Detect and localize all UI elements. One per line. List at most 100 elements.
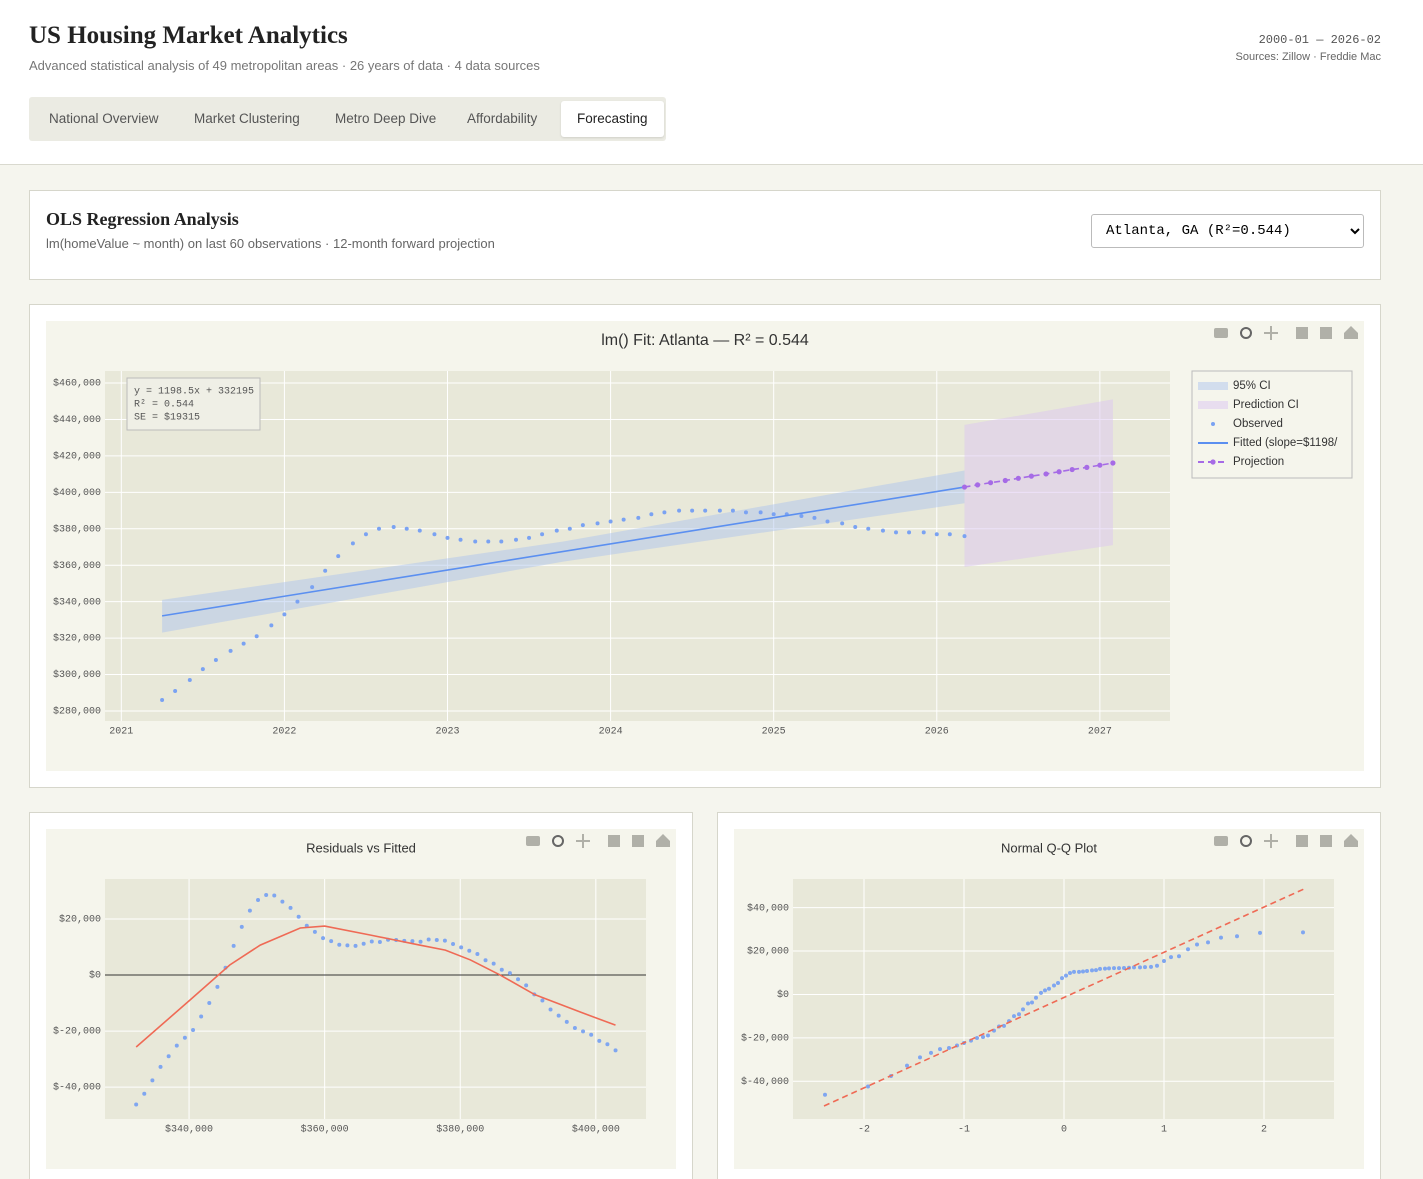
point: [247, 908, 252, 913]
metro-select[interactable]: Atlanta, GA (R²=0.544): [1091, 214, 1364, 248]
point: [975, 1036, 979, 1041]
point: [1162, 959, 1166, 964]
panel-subtitle: lm(homeValue ~ month) on last 60 observa…: [46, 236, 495, 251]
point: [1028, 473, 1034, 479]
point: [880, 528, 885, 533]
point: [1030, 1000, 1034, 1005]
toolbar-home: [1344, 326, 1358, 339]
point: [703, 508, 708, 513]
point: [1149, 964, 1153, 969]
point: [1258, 930, 1262, 935]
point: [1060, 976, 1064, 981]
x-tick-label: 2027: [1088, 727, 1112, 738]
point: [567, 526, 572, 531]
legend-label: Projection: [1233, 456, 1284, 468]
point: [499, 967, 504, 972]
toolbar-zoom-out: [1320, 835, 1332, 847]
point: [1155, 963, 1159, 968]
tab[interactable]: Market Clustering: [194, 111, 300, 126]
tab[interactable]: Metro Deep Dive: [335, 111, 437, 126]
toolbar-camera: [526, 836, 540, 846]
point: [907, 530, 912, 535]
point: [516, 977, 521, 982]
point: [404, 526, 409, 531]
point: [934, 532, 939, 537]
point: [376, 526, 381, 531]
tab[interactable]: Affordability: [467, 111, 538, 126]
point: [962, 534, 967, 539]
y-tick-label: $360,000: [53, 560, 101, 572]
legend-label: Fitted (slope=$1198/: [1233, 437, 1338, 449]
point: [336, 554, 341, 559]
point: [1039, 990, 1043, 995]
y-tick-label: $-20,000: [741, 1032, 789, 1044]
point: [1043, 988, 1047, 993]
point: [677, 508, 682, 513]
y-tick-label: $340,000: [53, 596, 101, 608]
tab[interactable]: Forecasting: [561, 101, 664, 137]
y-tick-label: $320,000: [53, 633, 101, 645]
y-tick-label: $-40,000: [741, 1076, 789, 1088]
legend-swatch: [1210, 459, 1216, 465]
point: [475, 952, 480, 957]
x-tick-label: $340,000: [165, 1124, 213, 1136]
chart-title: Residuals vs Fitted: [306, 840, 416, 855]
point: [473, 539, 478, 544]
point: [321, 936, 326, 941]
date-range: 2000-01 — 2026-02: [1258, 33, 1381, 47]
point: [981, 1034, 985, 1039]
point: [410, 939, 415, 944]
point: [199, 1014, 204, 1019]
point: [1132, 965, 1136, 970]
point: [272, 893, 277, 898]
point: [918, 1055, 922, 1060]
point: [166, 1054, 171, 1059]
point: [1206, 940, 1210, 945]
point: [1012, 1014, 1016, 1019]
point: [556, 1013, 561, 1018]
chart-title: lm() Fit: Atlanta — R² = 0.544: [601, 332, 809, 349]
point: [840, 521, 845, 526]
point: [595, 521, 600, 526]
point: [191, 1027, 196, 1032]
point: [256, 898, 261, 903]
point: [451, 941, 456, 946]
chart-title: Normal Q-Q Plot: [1001, 840, 1097, 855]
toolbar-home: [1344, 834, 1358, 847]
point: [1084, 464, 1090, 470]
point: [1002, 477, 1008, 484]
point: [142, 1091, 147, 1096]
point: [564, 1019, 569, 1024]
toolbar-zoom-in: [1296, 327, 1308, 339]
plot-area: [105, 879, 646, 1119]
point: [458, 537, 463, 542]
tab[interactable]: National Overview: [49, 111, 159, 126]
legend-box: [1191, 370, 1353, 479]
point: [459, 945, 464, 950]
point: [150, 1078, 155, 1083]
point: [540, 532, 545, 537]
point: [507, 971, 512, 976]
point: [239, 924, 244, 929]
point: [207, 1001, 212, 1006]
point: [717, 508, 722, 513]
point: [947, 1046, 951, 1051]
sources: Sources: Zillow · Freddie Mac: [1235, 51, 1382, 63]
point: [572, 1025, 577, 1030]
point: [282, 612, 287, 617]
x-tick-label: 2021: [109, 727, 133, 738]
tab-bar: National Overview Market Clustering Metr…: [29, 97, 666, 141]
y-tick-label: $-40,000: [53, 1082, 101, 1094]
point: [295, 599, 300, 604]
point: [345, 943, 350, 948]
point: [228, 648, 233, 653]
point: [483, 958, 488, 963]
point: [1110, 460, 1116, 466]
point: [987, 480, 994, 486]
point: [662, 510, 667, 515]
legend-label: Observed: [1233, 418, 1283, 430]
point: [974, 482, 981, 488]
point: [1081, 969, 1085, 974]
point: [1195, 942, 1199, 947]
point: [280, 899, 285, 904]
